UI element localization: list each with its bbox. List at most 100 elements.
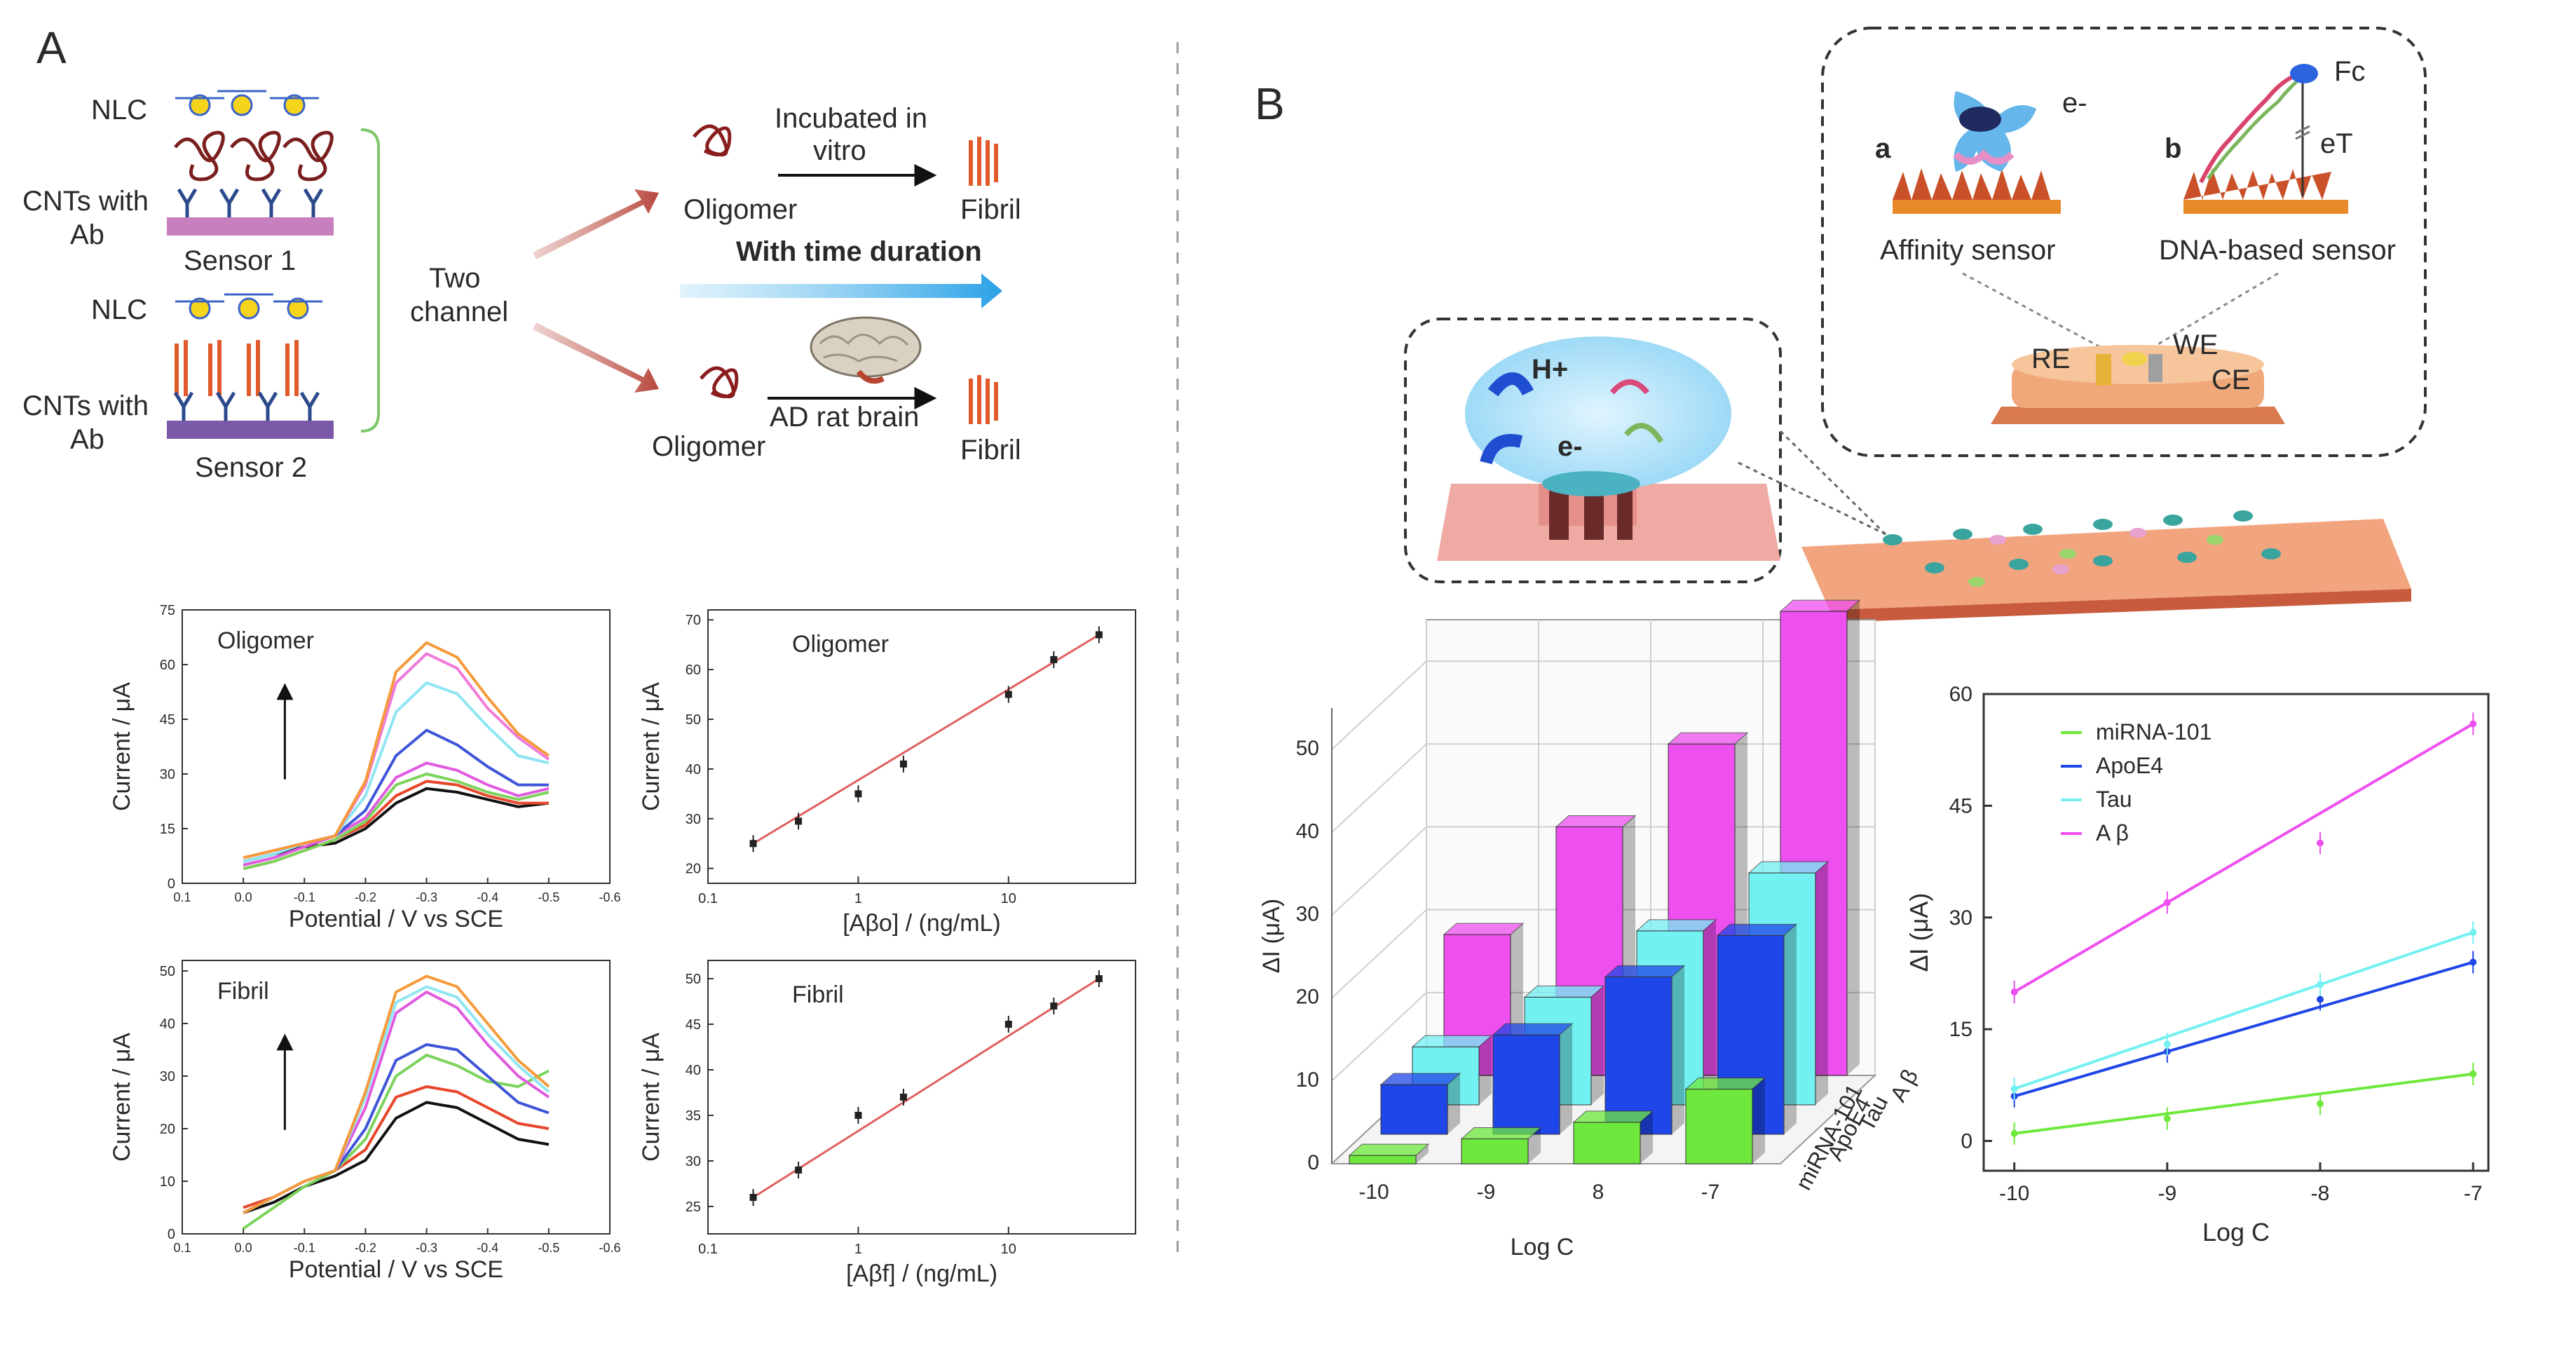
side-grid-line (1331, 909, 1427, 999)
chart-title: Fibril (217, 978, 269, 1005)
droplet-zoom-frame (1404, 318, 1782, 583)
sensor-b-et: eT (2320, 128, 2353, 159)
sensor1-antibodies-icon (177, 188, 324, 219)
sensor1-nlc-particles-icon (175, 90, 319, 116)
x-tick-label: -0.2 (355, 890, 376, 904)
y-tick-label: 20 (1296, 986, 1319, 1009)
fit-line (752, 634, 1100, 845)
bar-top (1572, 1110, 1654, 1123)
x-tick-label: -8 (2311, 1182, 2330, 1205)
bar-side (1416, 1144, 1429, 1164)
three-electrode-chip-icon (1991, 345, 2285, 424)
x-tick-label: 1 (854, 891, 862, 906)
sensor1-oligomer-coils-icon (174, 130, 334, 182)
x-tick-label: 10 (1001, 891, 1016, 906)
bar-top (1492, 1023, 1574, 1035)
y-axis-label: ΔI (μA) (1904, 893, 1933, 972)
plot-frame (707, 609, 1136, 884)
two-channel-label-1: Two (429, 263, 480, 294)
bar-side (1528, 1127, 1541, 1164)
sensor2-cnt-label-1: CNTs with (22, 390, 149, 421)
data-point (1095, 631, 1103, 639)
data-point-Tau (2010, 1085, 2018, 1093)
y-tick-label: 75 (160, 603, 175, 618)
electrode-we-label: WE (2173, 329, 2218, 360)
legend-label: A β (2096, 820, 2129, 845)
calibration-fibril-chart: 0.1 1 10 25 30 35 40 45 50 [Aβf] / (ng/mL) Current… (638, 960, 1136, 1287)
panel-b-letter: B (1255, 79, 1285, 129)
top-condition-label-1: Incubated in (775, 103, 927, 134)
bar-ApoE4 (1380, 1084, 1448, 1135)
y-axis-label: Current / μA (638, 682, 665, 811)
fit-line (752, 977, 1100, 1199)
x-tick-label: 1 (854, 1242, 862, 1257)
sensor1-cnt-label-1: CNTs with (22, 186, 149, 217)
series-line-magenta (243, 991, 550, 1214)
y-tick-label: 40 (686, 1063, 701, 1078)
series-line-blue (243, 1043, 550, 1214)
x-tick-label: -0.1 (294, 1241, 315, 1255)
bar-top (1460, 1127, 1542, 1140)
y-tick-label: 30 (686, 812, 701, 827)
data-point-A β (2317, 839, 2324, 847)
y-tick-label: 20 (160, 1122, 175, 1137)
data-point (795, 817, 803, 825)
y-tick-label: 0 (1961, 1130, 1972, 1153)
bar-top (1348, 1143, 1430, 1156)
droplet-h-ion: H+ (1532, 354, 1568, 385)
y-tick-label: 60 (160, 658, 175, 673)
sensor-b-label: DNA-based sensor (2159, 235, 2396, 266)
bar-top (1443, 923, 1525, 935)
y-tick-label: 45 (686, 1017, 701, 1033)
sensor-2: NLC CNTs with Ab Sensor 2 (22, 293, 334, 483)
x-tick-label: 0.1 (173, 1241, 191, 1255)
bottom-condition-label: AD rat brain (770, 402, 919, 433)
y-tick-label: 30 (160, 1069, 175, 1085)
bar-top (1667, 732, 1749, 745)
top-oligomer-icon (693, 124, 732, 157)
data-point (899, 1094, 907, 1101)
sensor-bracket (360, 128, 380, 433)
droplet-electron: e- (1558, 431, 1583, 462)
electrode-re-label: RE (2031, 344, 2071, 374)
chart-title: Oligomer (792, 631, 889, 658)
sensor2-nlc-particles-icon (175, 293, 322, 320)
data-point-ApoE4 (2317, 995, 2324, 1003)
bar-top (1555, 815, 1637, 827)
array-zoom-lines (1738, 430, 1887, 536)
bar-top (1379, 1073, 1461, 1085)
data-point-A β (2010, 988, 2018, 995)
bar-side (1591, 986, 1604, 1105)
x-tick-label: -0.4 (477, 890, 498, 904)
bar-side (1560, 1024, 1572, 1134)
panel-b-schematic: B a e- Affinity sensor b Fc eT DNA-based… (1255, 27, 2427, 623)
data-point (1004, 1021, 1012, 1028)
series-line-magenta (243, 761, 550, 866)
sensor-1: NLC CNTs with Ab Sensor 1 (22, 90, 334, 276)
series-line-orange (243, 641, 550, 859)
cv-fibril-chart: 0.1 0.0 -0.1 -0.2 -0.3 -0.4 -0.5 -0.6 0 10 20 30 40 5… (109, 960, 621, 1283)
bottom-fibril-label: Fibril (960, 435, 1021, 465)
top-fibril-icon (969, 137, 998, 186)
sensor2-antibodies-icon (173, 391, 320, 422)
x-tick-label: 10 (1001, 1242, 1016, 1257)
y-tick-label: 0 (168, 876, 175, 892)
side-grid-line (1331, 826, 1427, 916)
sensor-b-fc: Fc (2334, 56, 2365, 87)
sensor1-cnt-label-2: Ab (70, 219, 104, 250)
x-axis-label: Potential / V vs SCE (289, 1256, 503, 1283)
sensor-a-label: Affinity sensor (1880, 235, 2056, 266)
bar-top (1411, 1035, 1493, 1047)
panel-a-schematic: A NLC CNTs with Ab Sensor 1 (22, 22, 1021, 483)
affinity-sensor-illustration (1893, 91, 2061, 214)
bar-side (1703, 919, 1716, 1105)
series-axis-label: A β (1885, 1065, 1923, 1106)
x-tick-label: -0.6 (599, 1241, 620, 1255)
calibration-oligomer-chart: 0.1 1 10 20 30 40 50 60 70 [Aβo] / (ng/mL) Current… (638, 609, 1136, 937)
sensor2-nlc-label: NLC (91, 294, 147, 325)
rat-brain-icon (810, 316, 922, 384)
y-tick-label: 40 (1296, 820, 1319, 843)
y-axis-label: ΔI (μA) (1258, 899, 1285, 974)
